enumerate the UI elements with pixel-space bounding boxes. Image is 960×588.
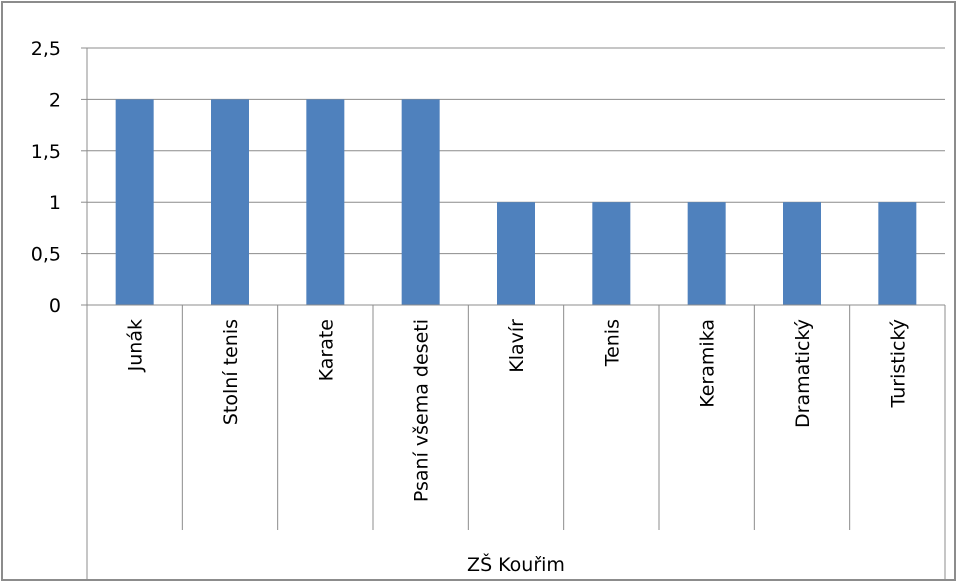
- bars: [115, 99, 917, 306]
- x-tick-label: Klavír: [506, 319, 528, 373]
- bar: [211, 99, 249, 306]
- bar: [687, 202, 726, 305]
- x-tick-label: Karate: [315, 319, 337, 381]
- y-tick-label: 2: [49, 89, 61, 111]
- y-tick-label: 1,5: [31, 141, 61, 163]
- y-tick-label: 2,5: [31, 38, 61, 60]
- bar: [306, 99, 345, 306]
- x-tick-label: Keramika: [697, 319, 719, 408]
- group-label: ZŠ Kouřim: [467, 552, 565, 576]
- bar-chart: 0 0,5 1 1,5 2 2,5 Junák Stolní tenis Karate Psan…: [31, 38, 946, 581]
- bar: [497, 202, 535, 305]
- bar: [878, 202, 917, 305]
- y-tick-label: 0: [49, 295, 61, 317]
- x-tick-label: Junák: [125, 319, 147, 372]
- y-tick-labels: 0 0,5 1 1,5 2 2,5: [31, 38, 61, 317]
- axes: [81, 47, 946, 581]
- bar: [783, 202, 821, 305]
- bar: [592, 202, 631, 305]
- x-tick-label: Turistický: [887, 319, 909, 409]
- bar: [115, 99, 154, 306]
- bar: [401, 99, 440, 306]
- x-tick-labels: Junák Stolní tenis Karate Psaní všema deset…: [125, 319, 910, 502]
- x-tick-label: Tenis: [601, 319, 623, 367]
- x-tick-label: Stolní tenis: [220, 319, 242, 425]
- y-tick-label: 1: [49, 192, 61, 214]
- y-tick-label: 0,5: [31, 244, 61, 266]
- x-tick-label: Dramatický: [792, 319, 814, 428]
- x-tick-label: Psaní všema deseti: [411, 319, 433, 502]
